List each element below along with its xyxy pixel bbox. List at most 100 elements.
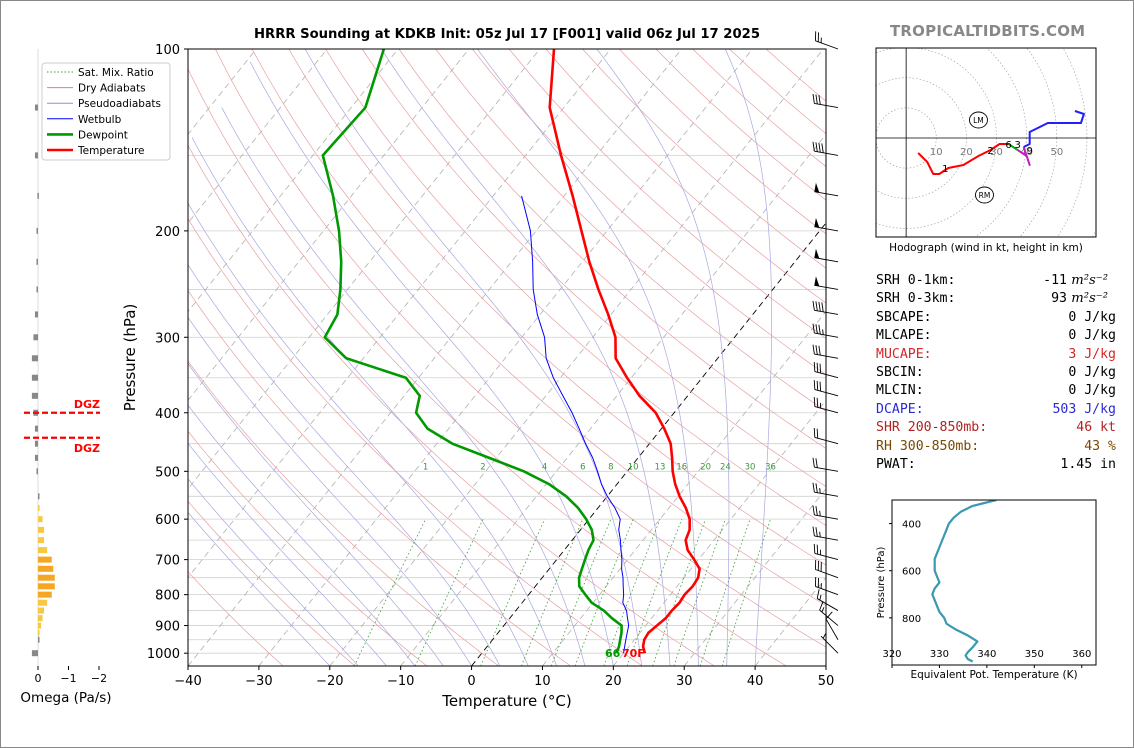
mixing-ratio-line [414, 518, 484, 666]
wind-barb-full [818, 345, 821, 356]
theta-e-x-tick-label: 360 [1072, 649, 1091, 660]
theta-e-x-tick-label: 320 [882, 649, 901, 660]
y-tick-label: 300 [155, 331, 180, 346]
wind-barb [812, 300, 839, 315]
x-tick-label: 40 [747, 674, 764, 689]
wind-barb-full [813, 362, 816, 372]
wind-barb-half [819, 487, 821, 494]
surface-dewpoint-label: 66 [605, 647, 621, 660]
y-tick-label: 400 [155, 407, 180, 422]
wind-barb-shaft [815, 586, 839, 596]
wind-barb [812, 93, 839, 108]
wind-barb-full [818, 301, 821, 312]
dry-adiabat-line [188, 430, 428, 666]
stat-label: MLCAPE: [876, 328, 932, 344]
wind-barb-full [813, 543, 816, 554]
pseudoadiabat-line [188, 264, 501, 666]
pseudoadiabat-line [596, 49, 730, 666]
theta-e-x-tick-label: 330 [930, 649, 949, 660]
omega-bar [34, 425, 38, 432]
wind-barb-full [812, 482, 815, 493]
theta-e-plot-area [931, 500, 997, 663]
mixing-ratio-line [353, 518, 426, 666]
omega-bar [38, 537, 45, 544]
wind-barb [813, 397, 839, 414]
skewt-frame [187, 48, 827, 667]
theta-e-y-tick-label: 400 [902, 520, 921, 531]
legend-entry: Pseudoadiabats [78, 98, 161, 110]
wind-barb-full [816, 544, 819, 555]
omega-bar [36, 227, 38, 234]
stat-row: SBCAPE: 0 J/kg [876, 309, 1116, 327]
wind-barb-half [821, 607, 825, 613]
mixing-ratio-line [520, 518, 584, 666]
omega-bar [38, 599, 48, 606]
stat-row: SBCIN: 0 J/kg [876, 364, 1116, 382]
mixing-ratio-line [673, 519, 726, 666]
wind-barb-full [816, 380, 819, 391]
wind-barb-half [822, 633, 827, 639]
legend-entry: Wetbulb [78, 114, 122, 126]
hodograph-trace [1017, 146, 1031, 166]
x-tick-label: 50 [818, 674, 835, 689]
wind-barb-shaft [814, 226, 839, 232]
temperature-profile [548, 49, 701, 654]
storm-motion-label: RM [979, 191, 991, 200]
mixing-ratio-label: 24 [720, 462, 731, 472]
omega-bar [31, 392, 38, 399]
stat-unit: m²s⁻² [1067, 291, 1108, 307]
dry-adiabat-line [288, 49, 826, 566]
dry-adiabat-line [188, 68, 787, 666]
wind-barb-shaft [815, 40, 839, 50]
sounding-stats: SRH 0-1km: -11 m²s⁻² SRH 0-3km: 93 m²s⁻² SBC… [876, 272, 1116, 474]
dry-adiabat-line [435, 49, 826, 412]
wind-barb-flag [814, 276, 820, 287]
hodograph-caption: Hodograph (wind in kt, height in km) [889, 242, 1083, 254]
wind-barbs [812, 31, 839, 654]
dry-adiabat-line [188, 500, 356, 666]
theta-e-y-tick-label: 800 [902, 614, 921, 625]
stat-value: 46 kt [1076, 419, 1116, 437]
stat-label: SRH 0-3km: [876, 291, 956, 307]
dry-adiabat-line [361, 49, 826, 488]
omega-bar [34, 440, 38, 447]
wind-barb-shaft [814, 406, 839, 414]
wind-barb [814, 248, 839, 263]
omega-bar [38, 526, 45, 533]
wind-barb-full [815, 483, 818, 493]
stat-number: 0 J/kg [1068, 309, 1116, 325]
wind-barb-flag [814, 217, 820, 228]
wind-barb [819, 601, 839, 626]
pseudoadiabat-line [724, 49, 773, 666]
wind-barb-flag [814, 248, 820, 259]
stat-row: SHR 200-850mb: 46 kt [876, 419, 1116, 437]
stat-value: 93 m²s⁻² [1051, 290, 1108, 308]
theta-e-axis-label: Equivalent Pot. Temperature (K) [910, 669, 1078, 681]
wind-barb-full [816, 428, 819, 439]
wind-barb-shaft [814, 535, 839, 541]
storm-motion-marker [975, 186, 994, 204]
omega-x-tick-label: −2 [91, 672, 107, 685]
wind-barb-shaft [819, 609, 839, 626]
isotherm-line [329, 49, 824, 666]
stat-value: 0 J/kg [1068, 382, 1116, 400]
theta-e-profile [931, 500, 997, 663]
pseudoadiabat-line [188, 363, 444, 666]
legend-box [41, 62, 171, 161]
pseudoadiabat-line [477, 49, 699, 666]
wind-barb-shaft [814, 466, 839, 472]
wind-barb [812, 457, 839, 472]
omega-bar [34, 454, 38, 461]
isotherm-line [188, 49, 541, 490]
stat-row: MLCIN: 0 J/kg [876, 382, 1116, 400]
wind-barb [814, 576, 839, 596]
mixing-ratio-line [480, 518, 546, 666]
wind-barb-shaft [814, 102, 839, 108]
x-tick-label: 20 [605, 674, 622, 689]
stat-number: 0 J/kg [1068, 328, 1116, 344]
wind-barb [814, 31, 839, 50]
omega-bar [38, 607, 45, 614]
pseudoadiabat-line [188, 478, 359, 666]
stat-number: 0 J/kg [1068, 364, 1116, 380]
hodograph-ring-label: 20 [960, 147, 973, 158]
